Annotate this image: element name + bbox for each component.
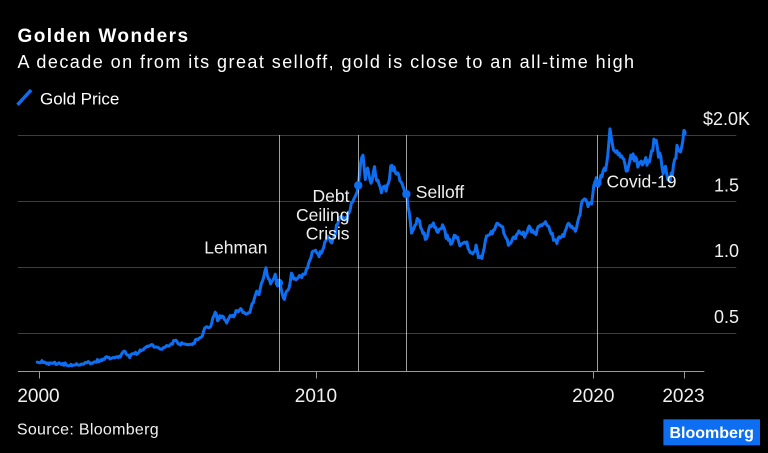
svg-text:Ceiling: Ceiling [296, 205, 350, 225]
svg-text:Selloff: Selloff [416, 182, 464, 202]
svg-text:2023: 2023 [662, 386, 704, 407]
svg-text:1.0: 1.0 [714, 241, 739, 261]
svg-text:Covid-19: Covid-19 [607, 171, 677, 191]
svg-text:2000: 2000 [17, 386, 59, 407]
svg-text:2010: 2010 [295, 386, 337, 407]
svg-text:Bloomberg: Bloomberg [669, 425, 753, 442]
svg-text:1.5: 1.5 [714, 175, 739, 195]
svg-text:$2.0K: $2.0K [703, 109, 750, 129]
svg-text:0.5: 0.5 [714, 307, 739, 327]
svg-text:A decade on from its great sel: A decade on from its great selloff, gold… [18, 52, 636, 72]
svg-text:Lehman: Lehman [204, 238, 267, 258]
svg-text:Golden Wonders: Golden Wonders [18, 26, 190, 47]
svg-text:Crisis: Crisis [306, 223, 350, 243]
svg-text:2020: 2020 [572, 386, 614, 407]
svg-text:Debt: Debt [313, 186, 350, 206]
svg-text:Source: Bloomberg: Source: Bloomberg [17, 422, 159, 439]
svg-text:Gold Price: Gold Price [40, 89, 119, 108]
